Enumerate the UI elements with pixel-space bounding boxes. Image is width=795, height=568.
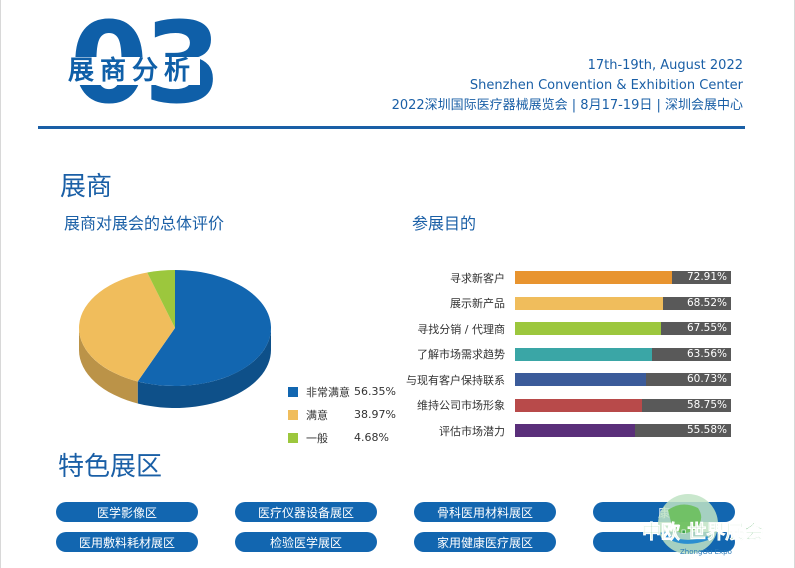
legend-swatch — [288, 432, 298, 443]
bar-track: 67.55% — [515, 322, 731, 336]
watermark-text: 中欧·世界展会 — [642, 520, 763, 543]
pie-chart-title: 展商对展会的总体评价 — [64, 214, 225, 233]
bar-value-label: 72.91% — [686, 271, 727, 284]
bar-row: 了解市场需求趋势 63.56% — [360, 342, 731, 368]
pie-slice-2 — [147, 270, 175, 328]
bar-fill — [515, 373, 647, 387]
watermark-subtext: ZhongOu Expo — [680, 548, 732, 556]
pie-slice-side-0 — [137, 328, 271, 408]
bar-fill — [515, 398, 642, 412]
pie-legend-item: 一般 4.68% — [288, 426, 404, 449]
legend-label: 满意 — [306, 408, 328, 422]
bar-value-label: 58.75% — [686, 398, 727, 411]
bar-row: 与现有客户保持联系 60.73% — [360, 367, 731, 393]
bar-track: 63.56% — [515, 347, 731, 361]
bar-category-label: 维持公司市场形象 — [417, 399, 505, 413]
bar-track: 72.91% — [515, 271, 731, 285]
exhibitor-heading: 展商 — [60, 172, 113, 202]
bar-track: 60.73% — [515, 373, 731, 387]
bar-track: 55.58% — [515, 424, 731, 438]
pie-legend-item: 满意 38.97% — [288, 403, 404, 426]
bar-value-label: 55.58% — [686, 424, 727, 437]
pie-slice-0 — [137, 270, 272, 386]
bar-value-label: 67.55% — [686, 322, 727, 335]
legend-swatch — [288, 409, 298, 420]
satisfaction-pie-chart — [78, 270, 272, 408]
pie-slice-1 — [78, 272, 175, 382]
bar-value-label: 68.52% — [686, 296, 727, 309]
feature-heading: 特色展区 — [58, 452, 163, 482]
header-divider — [38, 126, 745, 129]
bar-row: 寻求新客户 72.91% — [360, 265, 731, 291]
bar-category-label: 与现有客户保持联系 — [406, 373, 505, 387]
bar-track: 58.75% — [515, 398, 731, 412]
feature-zone-pill: 医疗仪器设备展区 — [235, 502, 377, 522]
feature-zone-pill: 医学影像区 — [56, 502, 198, 522]
event-name-cn: 2022深圳国际医疗器械展览会 | 8月17-19日 | 深圳会展中心 — [391, 98, 743, 113]
bar-track: 68.52% — [515, 296, 731, 310]
legend-value: 4.68% — [354, 431, 389, 444]
event-date: 17th-19th, August 2022 — [587, 58, 743, 73]
bar-fill — [515, 322, 661, 336]
pie-legend: 非常满意 56.35% 满意 38.97% 一般 4.68% — [288, 380, 404, 449]
feature-zone-pill: 骨科医用材料展区 — [414, 502, 556, 522]
feature-zone-pill: 检验医学展区 — [235, 532, 377, 552]
bar-row: 评估市场潜力 55.58% — [360, 418, 731, 444]
legend-value: 38.97% — [354, 408, 396, 421]
event-venue: Shenzhen Convention & Exhibition Center — [469, 78, 743, 93]
bar-fill — [515, 296, 663, 310]
section-title: 展商分析 — [64, 57, 201, 85]
event-info: 17th-19th, August 2022 Shenzhen Conventi… — [392, 56, 743, 116]
page-left-edge — [0, 0, 1, 568]
purpose-bar-chart: 寻求新客户 72.91% 展示新产品 68.52% 寻找分销 / 代理商 67.55% 了解… — [360, 265, 731, 444]
bar-value-label: 63.56% — [686, 347, 727, 360]
bar-chart-title: 参展目的 — [412, 214, 477, 233]
legend-label: 非常满意 — [306, 385, 350, 399]
legend-swatch — [288, 386, 298, 397]
bar-row: 寻找分销 / 代理商 67.55% — [360, 316, 731, 342]
pie-slice-side-1 — [79, 328, 138, 404]
bar-category-label: 展示新产品 — [450, 297, 505, 311]
feature-zone-pill: 家用健康医疗展区 — [414, 532, 556, 552]
bar-category-label: 评估市场潜力 — [439, 424, 505, 438]
bar-fill — [515, 347, 653, 361]
feature-zone-pill: 医用敷料耗材展区 — [56, 532, 198, 552]
bar-category-label: 了解市场需求趋势 — [417, 348, 505, 362]
bar-row: 展示新产品 68.52% — [360, 291, 731, 317]
expo-watermark-logo: 中欧·世界展会 ZhongOu Expo — [642, 494, 764, 556]
legend-label: 一般 — [306, 431, 328, 445]
bar-row: 维持公司市场形象 58.75% — [360, 393, 731, 419]
pie-legend-item: 非常满意 56.35% — [288, 380, 404, 403]
bar-value-label: 60.73% — [686, 373, 727, 386]
bar-category-label: 寻求新客户 — [450, 271, 505, 285]
bar-category-label: 寻找分销 / 代理商 — [417, 322, 505, 336]
bar-fill — [515, 271, 673, 285]
bar-fill — [515, 424, 636, 438]
legend-value: 56.35% — [354, 385, 396, 398]
